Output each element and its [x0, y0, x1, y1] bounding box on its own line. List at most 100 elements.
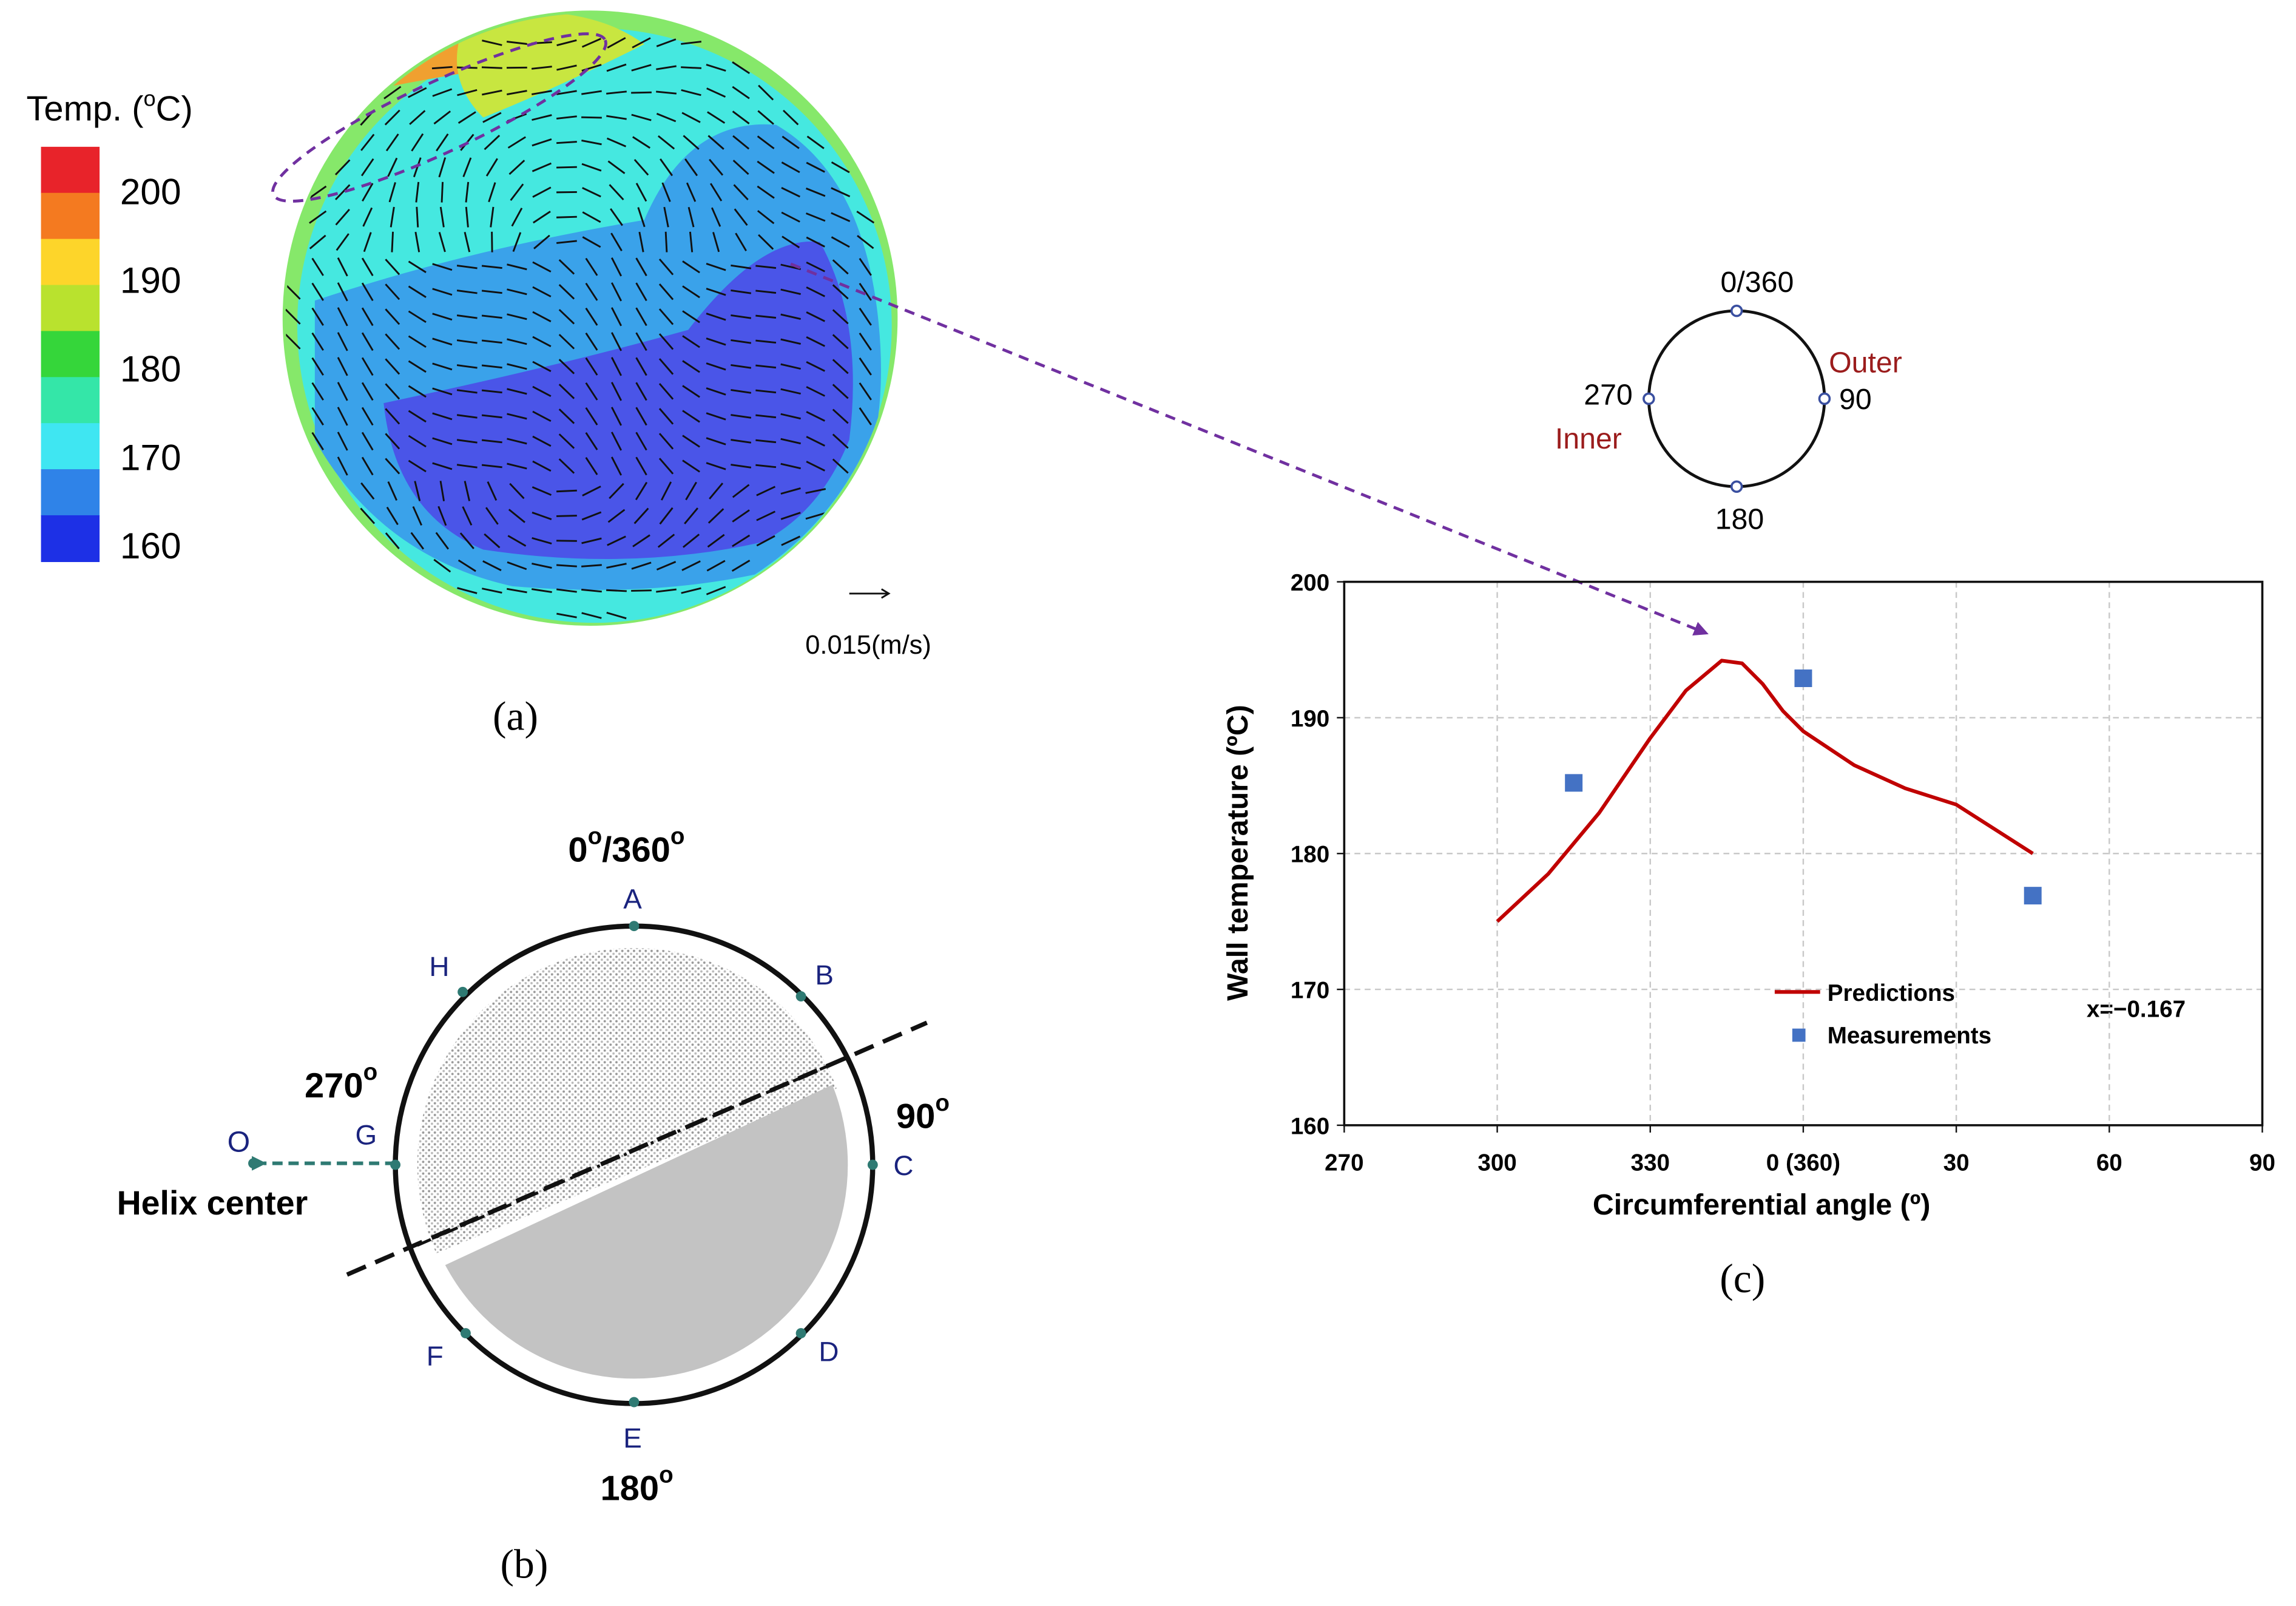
velocity-vector — [482, 89, 502, 96]
velocity-vector — [806, 461, 825, 472]
velocity-vector — [432, 337, 453, 346]
velocity-vector — [285, 283, 301, 300]
velocity-vector — [581, 163, 602, 172]
point-marker — [458, 986, 468, 997]
velocity-vector — [556, 564, 577, 568]
velocity-vector — [507, 363, 527, 370]
velocity-vector — [556, 489, 577, 493]
velocity-vector — [610, 357, 622, 376]
t: 180 — [600, 1469, 659, 1508]
velocity-vector — [657, 135, 675, 150]
velocity-vector — [607, 509, 626, 523]
velocity-vector — [456, 290, 478, 294]
velocity-vector — [656, 38, 677, 47]
velocity-vector — [532, 311, 552, 322]
velocity-vector — [731, 339, 752, 344]
velocity-vector — [581, 612, 602, 619]
point-label: C — [893, 1150, 913, 1181]
velocity-vector — [311, 357, 324, 376]
velocity-vector — [481, 464, 502, 469]
velocity-vector — [507, 338, 527, 345]
velocity-vector — [859, 257, 872, 276]
velocity-vector — [831, 212, 851, 222]
caption: (c) — [1720, 1256, 1765, 1301]
velocity-vector — [285, 333, 301, 350]
velocity-vector — [632, 136, 650, 149]
velocity-vector — [660, 158, 674, 177]
velocity-vector — [631, 91, 652, 94]
velocity-vector — [481, 290, 502, 294]
colorbar-band — [41, 515, 100, 563]
velocity-vector — [465, 181, 470, 203]
velocity-vector — [464, 231, 471, 252]
velocity-vector — [610, 208, 623, 226]
velocity-vector — [532, 186, 552, 198]
velocity-vector — [558, 384, 575, 399]
velocity-vector — [755, 364, 777, 369]
velocity-vector — [683, 534, 700, 548]
velocity-vector — [408, 260, 427, 273]
velocity-vector — [507, 388, 527, 395]
velocity-vector — [532, 435, 552, 447]
velocity-vector — [414, 231, 420, 252]
velocity-vector — [656, 588, 677, 593]
velocity-vector — [337, 407, 348, 426]
velocity-vector — [309, 210, 327, 224]
velocity-vector — [686, 182, 697, 202]
velocity-vector — [635, 407, 647, 426]
velocity-vector — [585, 357, 598, 376]
measurement-point — [1794, 669, 1812, 687]
velocity-vector — [706, 412, 726, 421]
velocity-vector — [682, 310, 700, 324]
velocity-vector — [432, 412, 453, 421]
velocity-vector — [507, 413, 527, 420]
angle-label: 270o — [305, 1059, 377, 1105]
velocity-vector — [606, 589, 627, 592]
velocity-vector — [755, 265, 777, 269]
velocity-vector — [558, 309, 575, 325]
velocity-vector — [706, 288, 726, 296]
point-label: F — [427, 1340, 444, 1372]
x-axis-title: Circumferential angle (º) — [1593, 1188, 1931, 1221]
sup: o — [363, 1059, 378, 1085]
colorbar-tick-label: 180 — [120, 348, 181, 389]
velocity-vector — [459, 532, 474, 549]
velocity-vector — [482, 112, 502, 123]
velocity-vector — [465, 206, 469, 228]
velocity-vector — [385, 259, 400, 276]
velocity-vector — [755, 339, 777, 344]
title-sup: o — [144, 86, 156, 110]
velocity-vector — [532, 410, 552, 422]
velocity-vector — [556, 39, 577, 47]
velocity-vector — [481, 265, 502, 269]
y-tick-label: 200 — [1291, 570, 1329, 596]
velocity-vector — [631, 561, 652, 570]
velocity-vector — [532, 563, 552, 569]
velocity-vector — [706, 87, 726, 98]
velocity-vector — [806, 236, 825, 248]
velocity-vector — [658, 333, 674, 350]
colorbar: 200 190 180 170 160 — [41, 146, 181, 566]
velocity-vector — [482, 588, 502, 594]
velocity-vector — [506, 41, 527, 45]
velocity-vector — [507, 535, 527, 547]
velocity-vector — [832, 384, 849, 399]
velocity-vector — [361, 257, 374, 277]
velocity-vector — [706, 462, 726, 470]
velocity-vector — [481, 389, 502, 394]
velocity-vector — [386, 506, 399, 526]
velocity-vector — [413, 157, 422, 178]
velocity-vector — [581, 140, 602, 146]
velocity-vector — [438, 232, 446, 252]
velocity-vector — [709, 158, 724, 176]
velocity-vector — [384, 109, 400, 126]
velocity-vector — [782, 135, 800, 149]
velocity-vector — [558, 259, 575, 275]
velocity-vector — [532, 361, 552, 372]
velocity-vector — [556, 166, 577, 169]
measurement-point — [2024, 887, 2042, 905]
velocity-vector — [610, 232, 623, 252]
velocity-vector — [415, 181, 420, 203]
velocity-vector — [831, 161, 850, 174]
